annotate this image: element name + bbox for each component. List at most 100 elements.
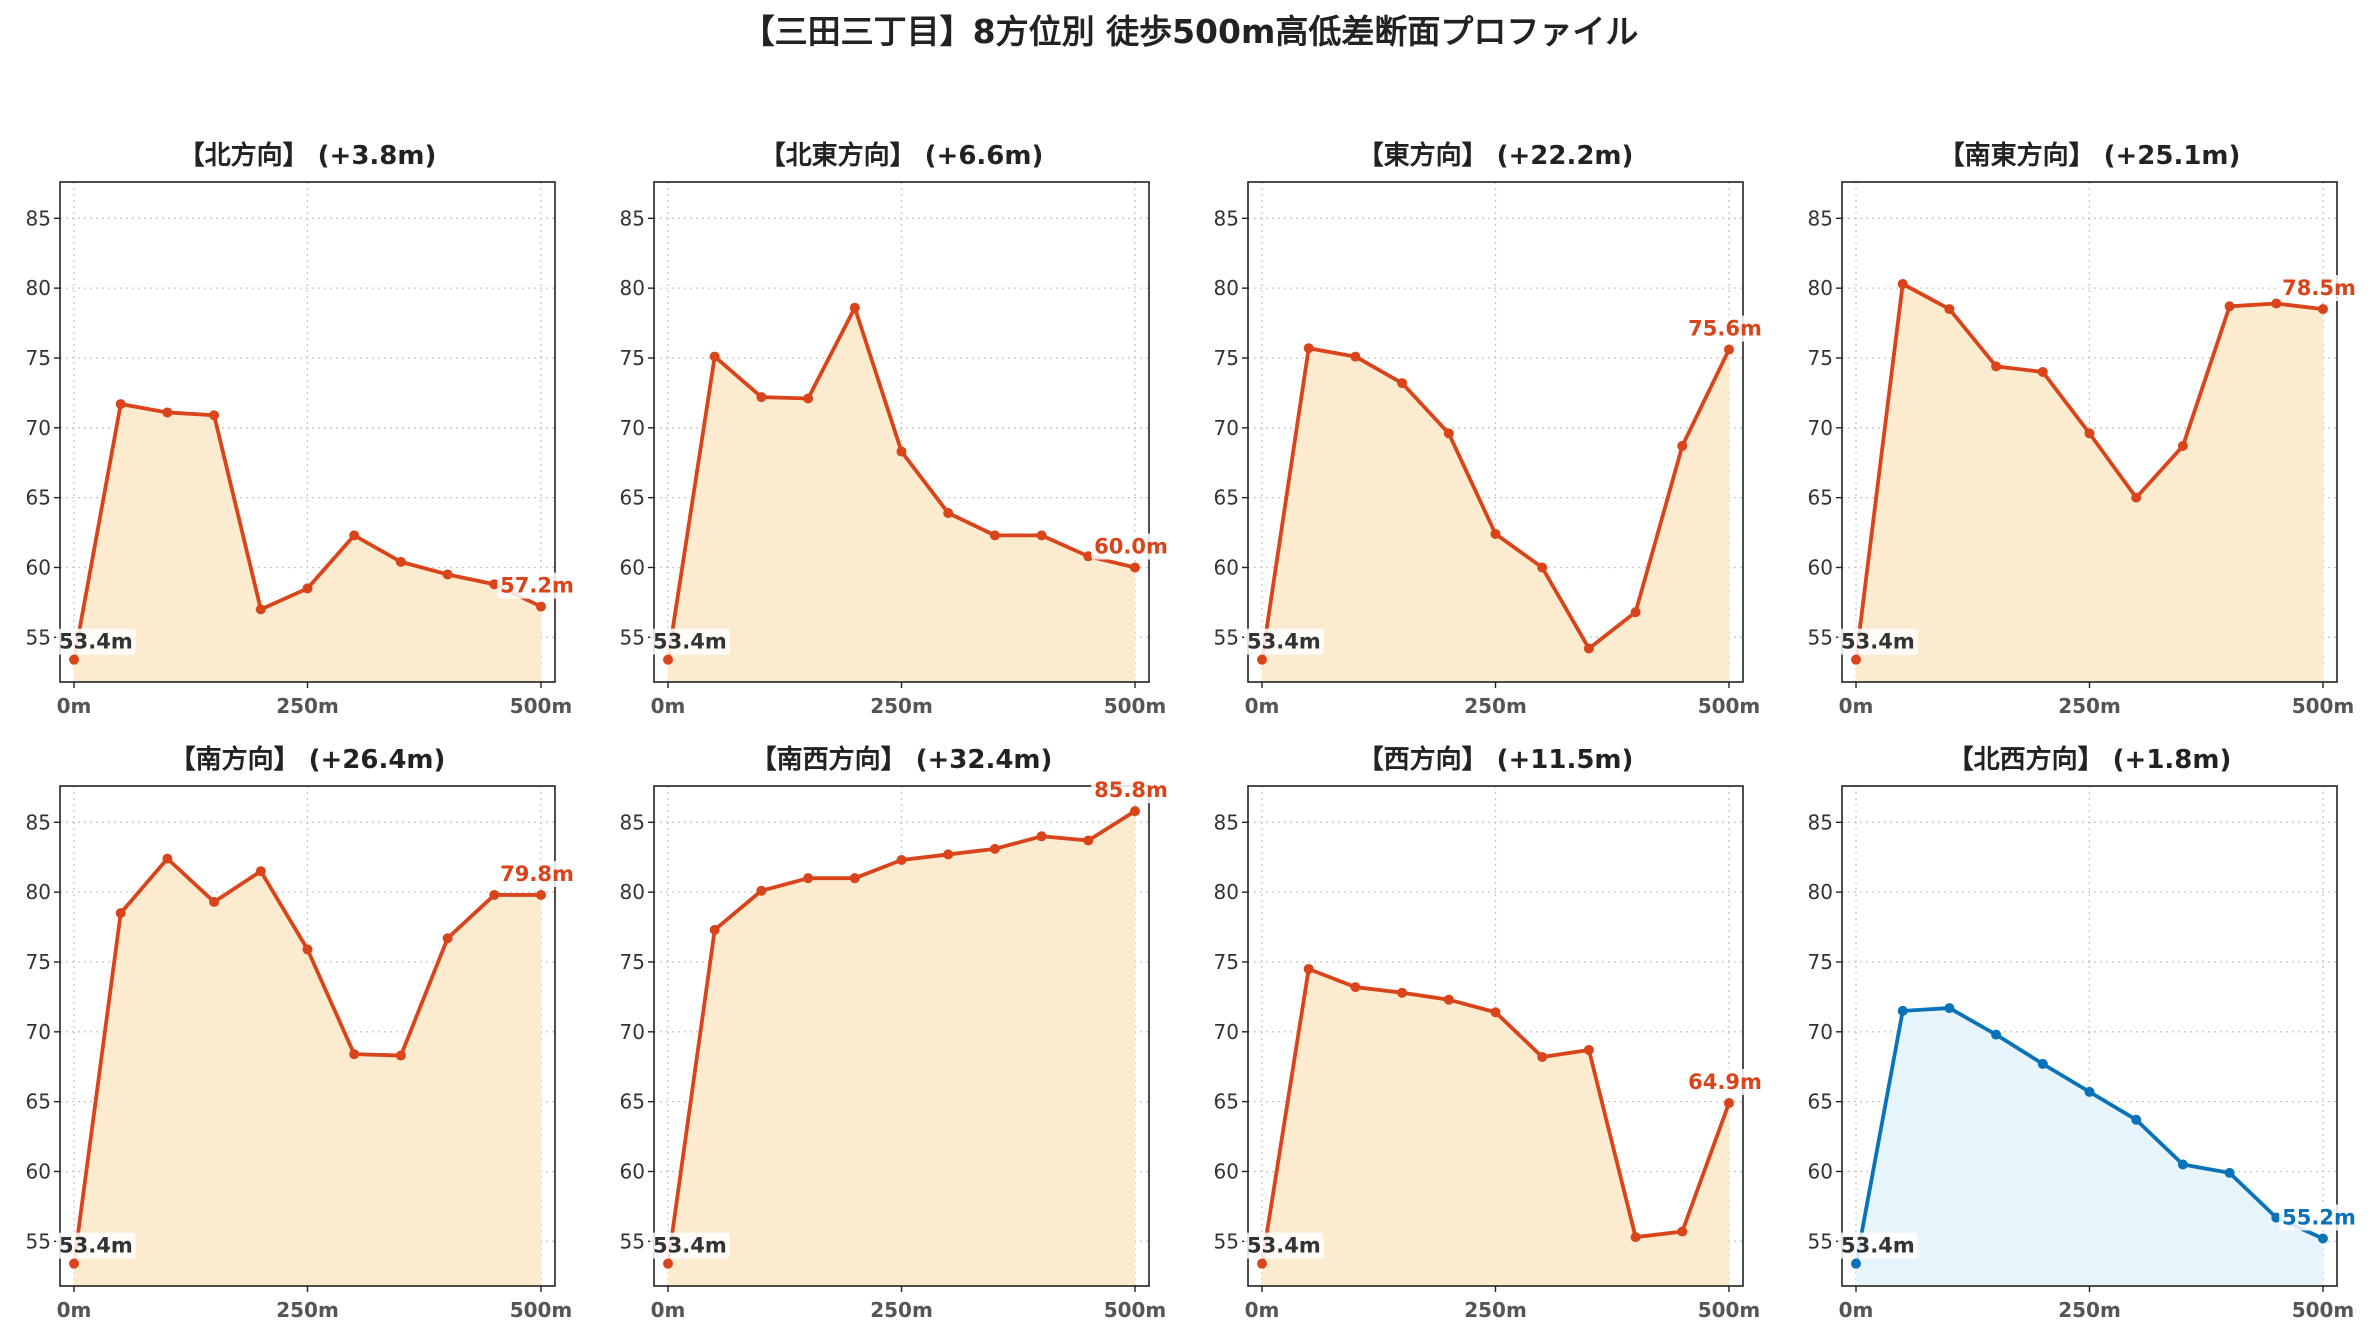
data-point <box>302 583 313 594</box>
y-tick-label: 55 <box>620 1229 645 1253</box>
y-tick-label: 55 <box>620 625 645 649</box>
data-point <box>1991 1029 2002 1040</box>
data-point <box>1303 963 1314 974</box>
end-elevation-label-group: 85.8m <box>1091 777 1171 804</box>
data-point <box>2271 1212 2282 1223</box>
y-tick-label: 60 <box>26 555 51 579</box>
start-elevation-label-group: 53.4m <box>56 628 136 655</box>
y-tick-label: 75 <box>620 950 645 974</box>
data-point <box>2037 1058 2048 1069</box>
data-point <box>115 908 126 919</box>
data-point <box>1083 835 1094 846</box>
y-tick-label: 60 <box>620 555 645 579</box>
x-tick-label: 250m <box>870 694 933 718</box>
y-tick-label: 80 <box>1808 880 1833 904</box>
y-tick-label: 85 <box>1214 206 1239 230</box>
data-point <box>209 410 220 421</box>
panel-2: 【北東方向】 (+6.6m) 55 60 65 70 75 80 85 0m 250m 500m 53… <box>620 140 1171 718</box>
y-tick-label: 55 <box>1214 1229 1239 1253</box>
plot-frame <box>1841 181 2338 683</box>
start-elevation-label: 53.4m <box>1247 1234 1321 1258</box>
x-tick-label: 500m <box>510 1298 573 1322</box>
area-fill <box>1856 283 2323 682</box>
y-tick-label: 85 <box>620 810 645 834</box>
y-tick-label: 60 <box>620 1159 645 1183</box>
data-point <box>2177 1159 2188 1170</box>
end-elevation-label: 60.0m <box>1094 534 1168 558</box>
data-point <box>663 654 674 665</box>
end-elevation-label-group: 55.2m <box>2279 1204 2359 1231</box>
data-point <box>2224 1167 2235 1178</box>
y-tick-label: 65 <box>26 1090 51 1114</box>
area-fill <box>668 307 1135 682</box>
end-elevation-label-box <box>1091 777 1171 804</box>
y-tick-label: 85 <box>620 206 645 230</box>
plot-frame <box>59 181 556 683</box>
data-point <box>663 1258 674 1269</box>
panel-title: 【南東方向】 (+25.1m) <box>1939 140 2241 171</box>
panel-title: 【西方向】 (+11.5m) <box>1358 744 1634 775</box>
y-tick-label: 70 <box>1214 416 1239 440</box>
data-point <box>1083 551 1094 562</box>
x-tick-label: 250m <box>276 1298 339 1322</box>
end-elevation-label-group: 57.2m <box>497 572 577 599</box>
end-elevation-label-box <box>497 860 577 887</box>
y-tick-label: 65 <box>1214 1090 1239 1114</box>
data-point <box>756 885 767 896</box>
y-tick-label: 55 <box>26 625 51 649</box>
y-tick-label: 75 <box>620 346 645 370</box>
data-point <box>989 530 1000 541</box>
data-point <box>1397 378 1408 389</box>
end-elevation-label-group: 60.0m <box>1091 533 1171 560</box>
data-point <box>2131 492 2142 503</box>
y-tick-label: 70 <box>620 1020 645 1044</box>
start-elevation-label: 53.4m <box>653 1234 727 1258</box>
y-tick-label: 85 <box>1808 810 1833 834</box>
data-point <box>489 579 500 590</box>
data-point <box>1537 562 1548 573</box>
x-tick-label: 500m <box>510 694 573 718</box>
x-tick-label: 0m <box>1839 1298 1874 1322</box>
y-tick-label: 55 <box>26 1229 51 1253</box>
data-point <box>209 896 220 907</box>
data-point <box>1723 344 1734 355</box>
end-elevation-label-box <box>497 572 577 599</box>
start-elevation-label-box <box>56 628 136 655</box>
data-point <box>2037 366 2048 377</box>
end-elevation-label: 55.2m <box>2282 1206 2356 1230</box>
start-elevation-label: 53.4m <box>59 1234 133 1258</box>
end-elevation-label-box <box>2279 275 2359 302</box>
data-point <box>1944 304 1955 315</box>
end-elevation-label-group: 78.5m <box>2279 275 2359 302</box>
x-tick-label: 250m <box>2058 694 2121 718</box>
y-tick-label: 70 <box>1808 1020 1833 1044</box>
data-point <box>1350 982 1361 993</box>
data-point <box>255 604 266 615</box>
start-elevation-label-group: 53.4m <box>1838 1232 1918 1259</box>
x-tick-label: 0m <box>651 1298 686 1322</box>
data-point <box>849 302 860 313</box>
data-point <box>1129 806 1140 817</box>
data-point <box>349 1049 360 1060</box>
end-elevation-label-box <box>1685 315 1765 342</box>
end-elevation-label: 75.6m <box>1688 317 1762 341</box>
data-point <box>1630 607 1641 618</box>
panel-8: 【北西方向】 (+1.8m) 55 60 65 70 75 80 85 0m 250m 500m 53… <box>1808 744 2359 1322</box>
x-tick-label: 250m <box>870 1298 933 1322</box>
start-elevation-label-box <box>1244 628 1324 655</box>
y-tick-label: 65 <box>1808 1090 1833 1114</box>
start-elevation-label-box <box>1838 628 1918 655</box>
end-elevation-label-group: 79.8m <box>497 860 577 887</box>
y-tick-label: 70 <box>1214 1020 1239 1044</box>
data-point <box>756 392 767 403</box>
data-point <box>1851 1258 1862 1269</box>
data-point <box>1257 1258 1268 1269</box>
data-point <box>803 873 814 884</box>
data-point <box>115 399 126 410</box>
data-point <box>489 889 500 900</box>
start-elevation-label-group: 53.4m <box>650 1232 730 1259</box>
y-tick-label: 70 <box>620 416 645 440</box>
x-tick-label: 500m <box>1698 694 1761 718</box>
plot-frame <box>653 181 1150 683</box>
